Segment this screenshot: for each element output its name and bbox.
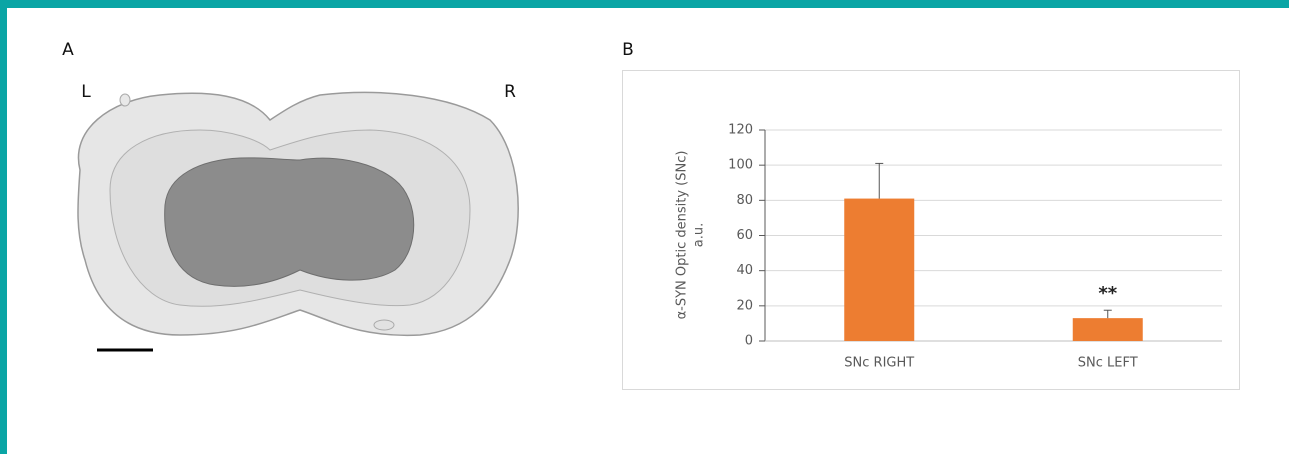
x-tick-label: SNc RIGHT xyxy=(844,356,914,371)
page: {"panels": {"a": {"label": "A", "left": … xyxy=(0,0,1289,454)
x-tick-label: SNc LEFT xyxy=(1078,356,1138,371)
bar xyxy=(1073,318,1143,341)
y-tick-label: 80 xyxy=(736,193,753,208)
y-tick-label: 60 xyxy=(736,228,753,243)
y-tick-label: 100 xyxy=(728,158,753,173)
side-label: R xyxy=(504,82,516,102)
y-axis-label: α-SYN Optic density (SNc) xyxy=(675,151,690,320)
y-axis-label: a.u. xyxy=(692,223,707,247)
annotation: ** xyxy=(1098,283,1117,304)
bar xyxy=(844,199,914,341)
y-tick-label: 0 xyxy=(745,334,753,349)
chart-box xyxy=(623,71,1240,390)
side-label: L xyxy=(81,82,91,102)
panel-label: B xyxy=(622,40,634,60)
panel-label: A xyxy=(62,40,74,60)
figure: A L R B 0 20 40 60 80 100 120 SNc RIGHT SNc LEFT… xyxy=(0,0,1289,454)
brain-section xyxy=(78,92,518,335)
y-tick-label: 120 xyxy=(728,123,753,138)
y-tick-label: 40 xyxy=(736,263,753,278)
y-tick-label: 20 xyxy=(736,298,753,313)
